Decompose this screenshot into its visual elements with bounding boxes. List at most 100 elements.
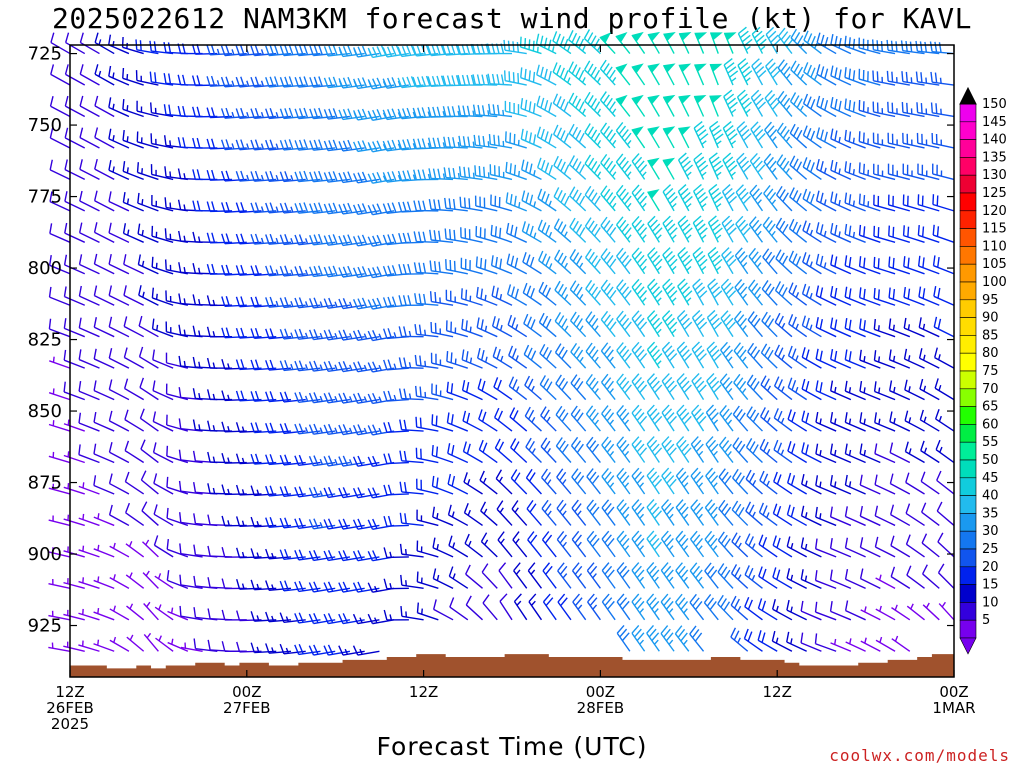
barb-shaft xyxy=(432,547,454,558)
barb-full xyxy=(425,44,431,55)
barb-full xyxy=(556,468,564,478)
barb-full xyxy=(697,223,706,232)
barb-full xyxy=(663,534,672,543)
barb-full xyxy=(602,63,610,73)
barb-full xyxy=(64,222,68,234)
barb-full xyxy=(235,359,241,370)
barb-shaft xyxy=(79,168,100,181)
barb-shaft xyxy=(600,193,616,212)
wind-barb xyxy=(631,436,648,463)
wind-barb xyxy=(764,121,778,149)
barb-shaft xyxy=(569,288,587,306)
wind-barb xyxy=(432,506,454,527)
barb-half xyxy=(427,173,431,180)
barb-full xyxy=(328,108,334,119)
wind-barb xyxy=(569,249,587,275)
barb-full xyxy=(631,499,640,508)
wind-barb xyxy=(193,607,218,621)
barb-half xyxy=(814,42,818,49)
barb-full xyxy=(741,97,750,106)
barb-full xyxy=(328,297,334,308)
barb-shaft xyxy=(556,507,572,526)
wind-barb xyxy=(616,436,631,463)
barb-full xyxy=(254,233,260,244)
wind-barb xyxy=(448,535,469,558)
barb-full xyxy=(544,534,553,544)
barb-half xyxy=(805,480,808,487)
barb-full xyxy=(323,645,329,656)
wind-barb xyxy=(207,639,233,652)
barb-shaft xyxy=(108,106,130,118)
barb-full xyxy=(452,198,456,210)
barb-half xyxy=(823,199,827,206)
barb-half xyxy=(715,266,722,271)
barb-shaft xyxy=(460,114,483,118)
barb-shaft xyxy=(122,108,144,118)
wind-barb xyxy=(140,439,159,464)
barb-full xyxy=(714,227,723,236)
barb-full xyxy=(661,499,669,508)
barb-full xyxy=(774,312,781,323)
barb-full xyxy=(236,579,241,590)
barb-half xyxy=(581,77,586,83)
wind-barb xyxy=(108,65,130,86)
wind-barb xyxy=(512,531,528,558)
barb-full xyxy=(465,44,471,55)
barb-full xyxy=(284,265,289,276)
barb-shaft xyxy=(585,382,601,401)
barb-full xyxy=(383,547,388,558)
barb-full xyxy=(576,380,584,391)
barb-full xyxy=(235,516,241,527)
barb-half xyxy=(531,448,536,454)
wind-barb xyxy=(719,405,734,432)
wind-barb xyxy=(398,357,424,369)
barb-full xyxy=(461,380,466,391)
barb-full xyxy=(815,348,819,360)
barb-shaft xyxy=(761,320,778,338)
wind-barb xyxy=(416,571,439,590)
barb-half xyxy=(216,48,220,55)
wind-barb xyxy=(524,406,542,432)
barb-shaft xyxy=(646,632,660,652)
barb-full xyxy=(805,286,811,297)
barb-full xyxy=(288,139,294,150)
wind-barb xyxy=(662,278,678,306)
barb-full xyxy=(323,203,329,214)
barb-full xyxy=(695,412,705,421)
barb-full xyxy=(402,201,407,212)
barb-half xyxy=(594,388,599,394)
barb-shaft xyxy=(431,362,454,369)
barb-full xyxy=(323,77,329,88)
barb-full xyxy=(699,227,708,236)
barb-shaft xyxy=(689,570,705,589)
barb-full xyxy=(207,545,211,557)
wind-barb xyxy=(93,607,115,621)
barb-full xyxy=(342,46,348,57)
barb-shaft xyxy=(586,476,601,495)
barb-half xyxy=(472,172,475,179)
barb-half xyxy=(483,508,488,515)
wind-barb xyxy=(660,625,675,652)
barb-full xyxy=(664,408,673,417)
wind-barb xyxy=(221,641,247,652)
barb-full xyxy=(507,40,511,51)
barb-full xyxy=(805,381,810,392)
barb-shaft xyxy=(401,615,424,621)
barb-full xyxy=(332,76,338,87)
barb-full xyxy=(450,414,454,425)
wind-barb xyxy=(678,32,692,54)
barb-full xyxy=(298,580,304,592)
barb-shaft xyxy=(764,129,778,149)
barb-flag xyxy=(678,63,692,73)
barb-shaft xyxy=(445,238,468,244)
barb-half xyxy=(548,231,553,238)
barb-full xyxy=(418,231,422,242)
wind-barb xyxy=(63,318,85,338)
barb-full xyxy=(269,485,275,496)
barb-full xyxy=(689,562,698,572)
barb-shaft xyxy=(94,263,115,275)
barb-full xyxy=(636,349,645,358)
barb-full xyxy=(332,45,338,56)
barb-shaft xyxy=(704,570,719,589)
barb-full xyxy=(588,377,596,387)
